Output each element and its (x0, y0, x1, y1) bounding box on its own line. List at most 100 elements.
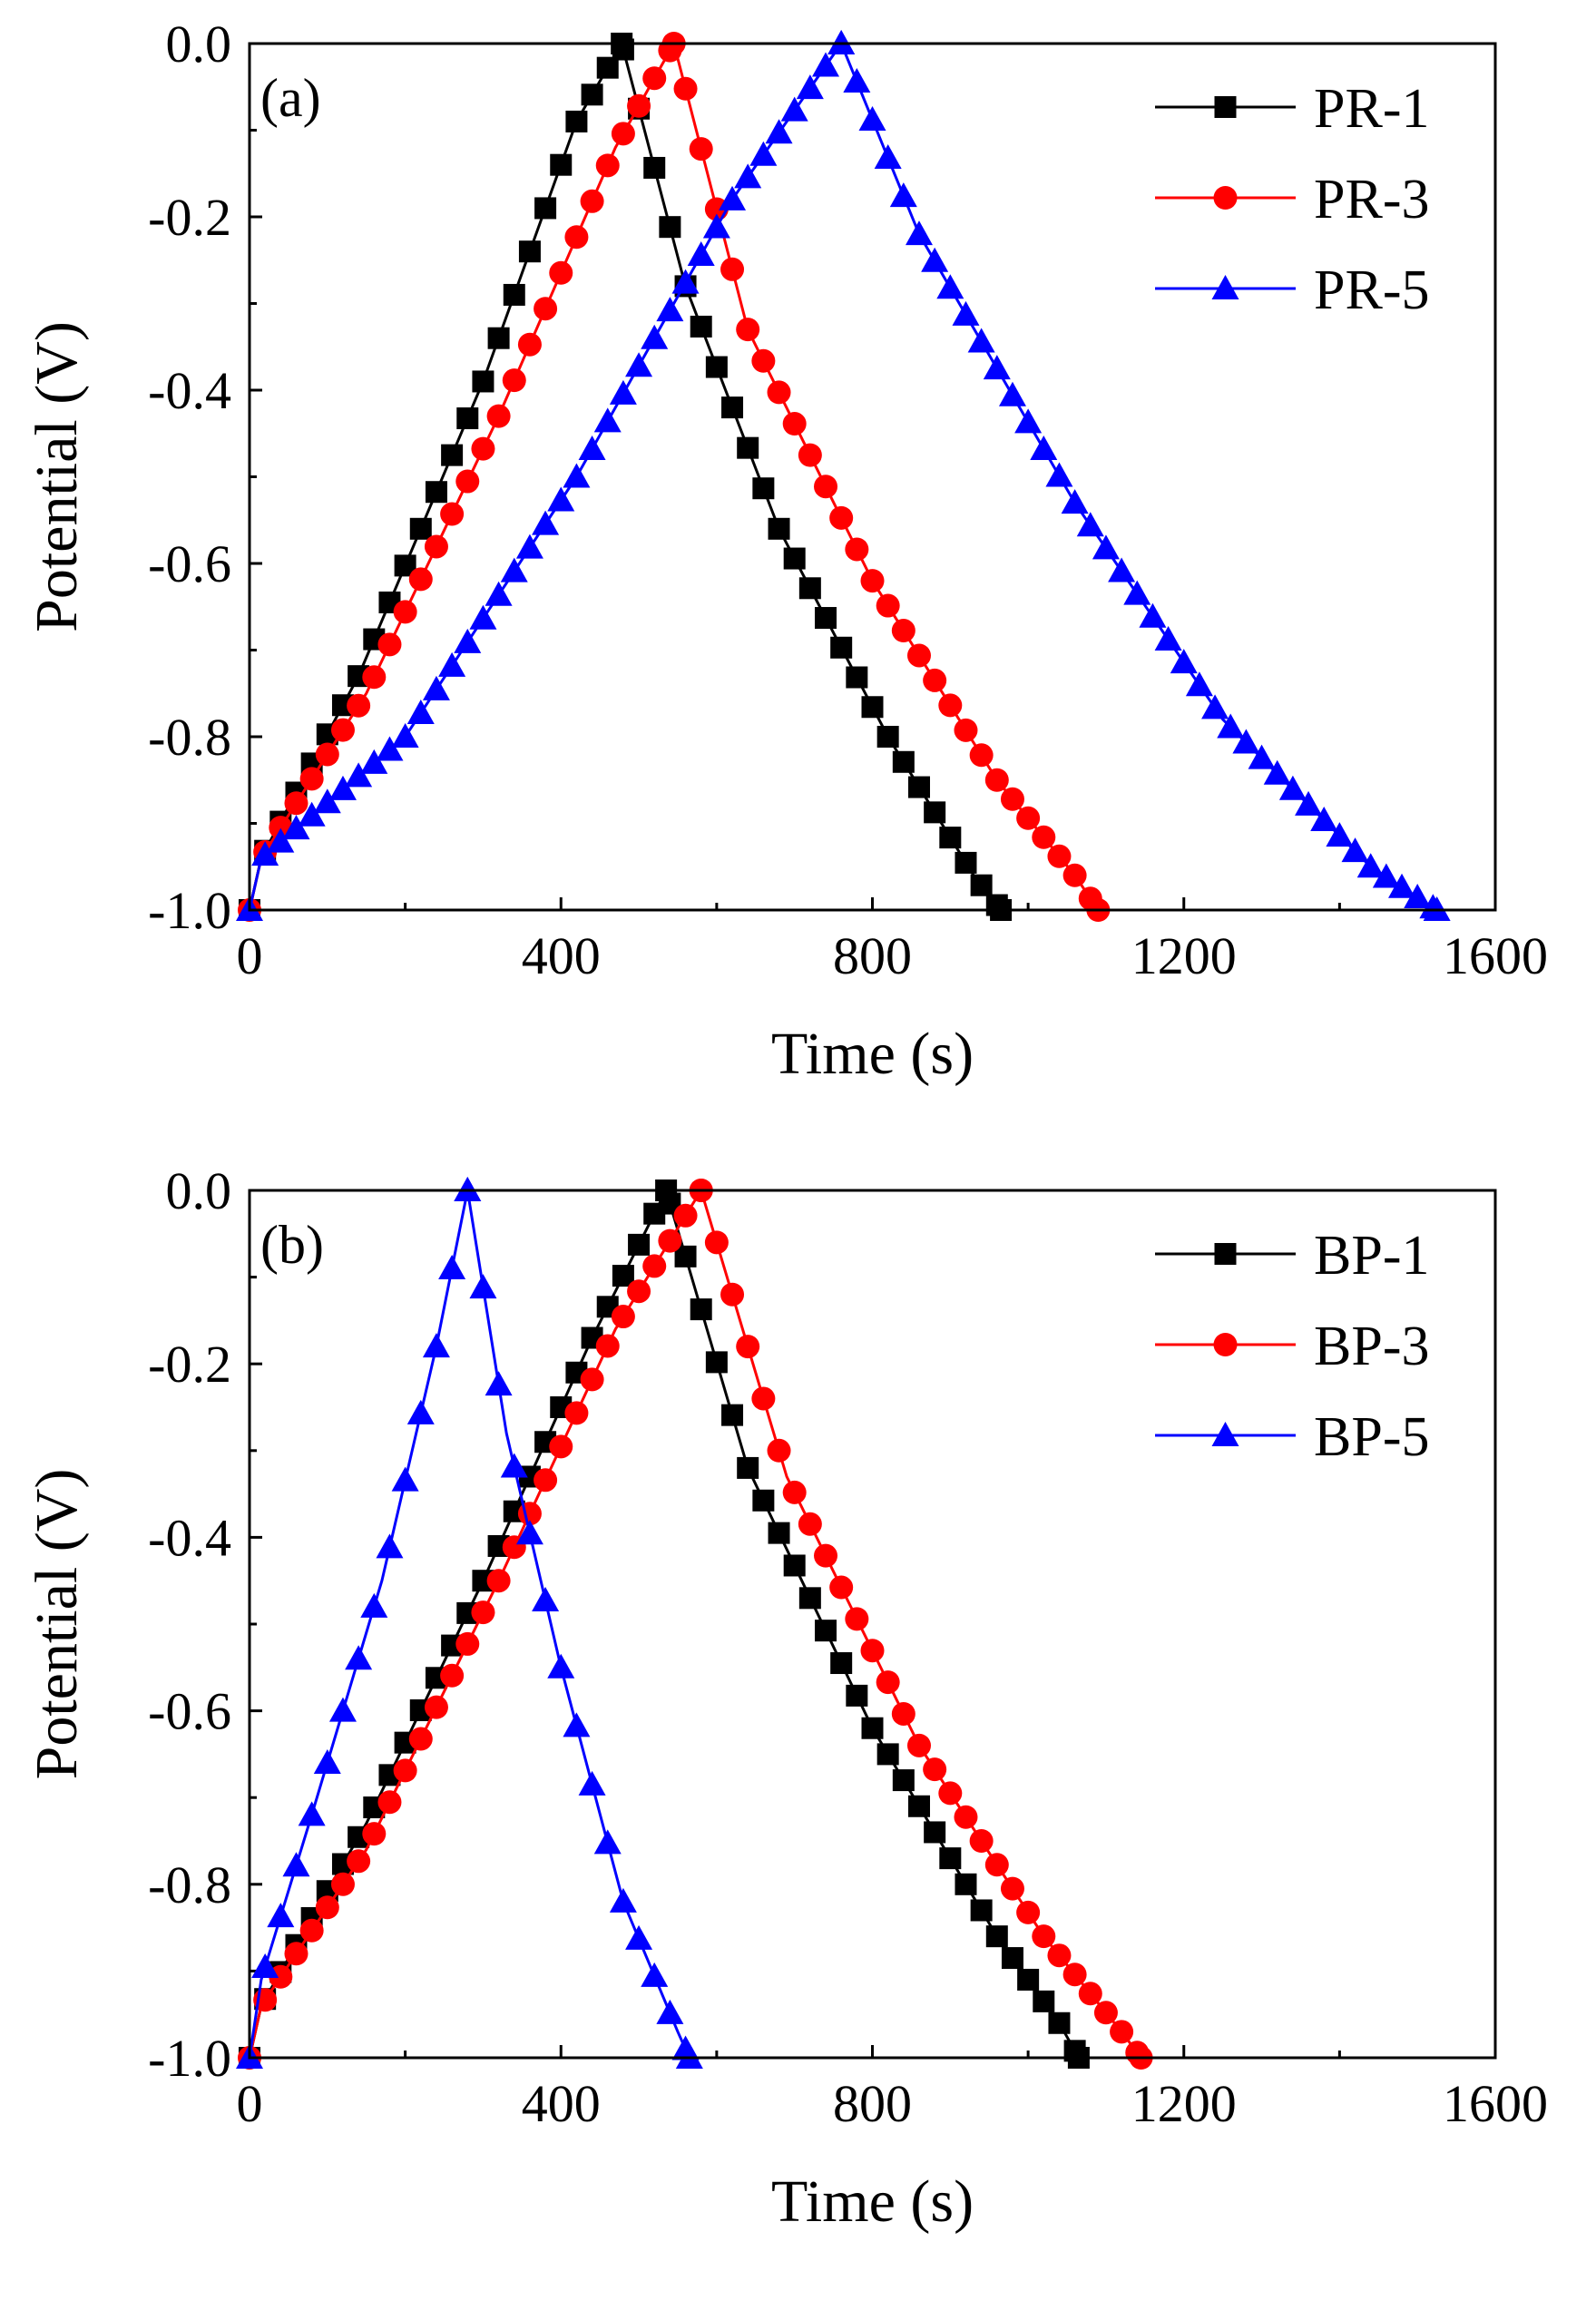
data-point-PR-5 (1310, 806, 1338, 831)
data-point-PR-5 (547, 486, 575, 512)
data-point-BP-3 (424, 1695, 448, 1719)
data-point-PR-3 (689, 137, 713, 162)
data-point-PR-3 (829, 505, 854, 530)
data-point-PR-1 (596, 56, 619, 79)
data-point-PR-5 (921, 247, 949, 272)
data-point-BP-1 (1017, 1968, 1040, 1991)
data-point-PR-5 (967, 328, 995, 353)
data-point-BP-3 (299, 1918, 324, 1943)
data-point-PR-5 (1170, 649, 1198, 674)
data-point-BP-1 (752, 1489, 775, 1512)
data-point-PR-3 (330, 718, 355, 742)
data-point-PR-5 (1092, 534, 1120, 560)
x-tick-label: 1200 (1131, 2074, 1237, 2133)
series-PR-3 (238, 32, 1111, 922)
panel-a-series (236, 30, 1451, 922)
data-point-PR-5 (1404, 883, 1432, 908)
data-point-PR-5 (1154, 625, 1182, 651)
data-point-PR-3 (814, 475, 838, 499)
data-point-PR-3 (782, 412, 807, 436)
data-point-PR-3 (393, 600, 417, 624)
data-point-BP-5 (282, 1852, 310, 1877)
y-tick-label: -0.8 (148, 708, 231, 767)
data-point-BP-5 (500, 1453, 528, 1478)
data-point-PR-3 (564, 225, 589, 250)
data-point-PR-5 (812, 52, 840, 77)
legend-marker-BP-5 (1211, 1422, 1239, 1446)
data-point-PR-5 (563, 463, 591, 488)
data-point-BP-3 (1032, 1924, 1056, 1949)
data-point-PR-5 (422, 675, 450, 700)
data-point-PR-5 (905, 220, 933, 246)
data-point-PR-1 (939, 827, 962, 849)
data-point-BP-1 (846, 1684, 868, 1707)
data-point-PR-3 (284, 791, 308, 816)
data-point-PR-3 (891, 619, 915, 643)
data-point-BP-3 (362, 1822, 387, 1846)
data-point-BP-1 (939, 1847, 962, 1870)
data-point-PR-3 (595, 153, 620, 178)
y-tick-label: -0.2 (148, 1335, 231, 1394)
legend-marker-PR-1 (1214, 96, 1237, 118)
data-point-PR-3 (876, 593, 900, 618)
y-tick-label: 0.0 (166, 1161, 232, 1220)
data-point-BP-3 (486, 1569, 511, 1593)
data-point-BP-3 (471, 1600, 495, 1625)
data-point-BP-5 (485, 1371, 513, 1396)
data-point-BP-5 (313, 1748, 341, 1774)
y-tick-label: -0.6 (148, 534, 231, 593)
series-PR-5 (236, 30, 1451, 921)
data-point-BP-3 (347, 1849, 371, 1874)
data-point-PR-3 (580, 189, 604, 213)
data-point-PR-5 (780, 96, 808, 122)
data-point-PR-1 (409, 517, 432, 540)
data-point-BP-5 (515, 1520, 543, 1545)
data-point-BP-1 (924, 1821, 946, 1844)
data-point-PR-1 (907, 776, 930, 798)
data-point-PR-1 (705, 356, 728, 378)
panel-a-plot-frame (248, 42, 1497, 912)
data-point-PR-5 (282, 815, 310, 840)
data-point-PR-1 (425, 481, 447, 504)
data-point-BP-1 (970, 1899, 993, 1922)
data-point-BP-1 (721, 1404, 744, 1426)
panel-a-y-axis-title: Potential (V) (24, 321, 90, 632)
data-point-PR-5 (998, 381, 1026, 406)
data-point-PR-1 (643, 156, 666, 179)
panel-a-ticks: 0 400 800 1200 1600 0.0 -0.2 -0.4 -0.6 -0.8 -1.0 (148, 15, 1548, 985)
data-point-PR-1 (846, 666, 868, 689)
data-point-PR-1 (798, 577, 821, 600)
data-point-BP-3 (549, 1434, 573, 1459)
data-point-PR-3 (1000, 787, 1024, 811)
data-point-PR-5 (438, 651, 466, 677)
data-point-PR-3 (424, 534, 448, 559)
data-point-BP-5 (360, 1592, 388, 1618)
data-point-PR-1 (487, 327, 510, 349)
data-point-BP-3 (954, 1805, 978, 1829)
data-point-PR-3 (906, 643, 931, 668)
data-point-BP-3 (595, 1334, 620, 1358)
data-point-PR-5 (1076, 512, 1104, 537)
data-point-BP-1 (783, 1554, 806, 1577)
data-point-BP-1 (861, 1717, 884, 1739)
data-point-PR-1 (659, 216, 681, 239)
data-point-PR-5 (1061, 489, 1089, 514)
data-point-PR-3 (1047, 844, 1072, 868)
data-point-PR-5 (1185, 671, 1213, 697)
data-point-BP-3 (767, 1438, 791, 1463)
data-point-PR-3 (377, 632, 402, 657)
data-point-PR-1 (441, 444, 464, 466)
data-point-PR-3 (845, 537, 869, 562)
data-point-BP-3 (315, 1895, 339, 1920)
data-point-PR-5 (345, 762, 373, 788)
data-point-BP-3 (798, 1512, 822, 1536)
data-point-BP-1 (628, 1233, 651, 1256)
data-point-BP-1 (1048, 2011, 1071, 2034)
data-point-PR-5 (328, 775, 357, 800)
data-point-PR-3 (923, 668, 947, 692)
data-point-PR-3 (627, 93, 651, 118)
data-point-PR-5 (983, 355, 1011, 380)
data-point-BP-5 (298, 1801, 326, 1826)
data-point-PR-5 (1232, 729, 1260, 754)
